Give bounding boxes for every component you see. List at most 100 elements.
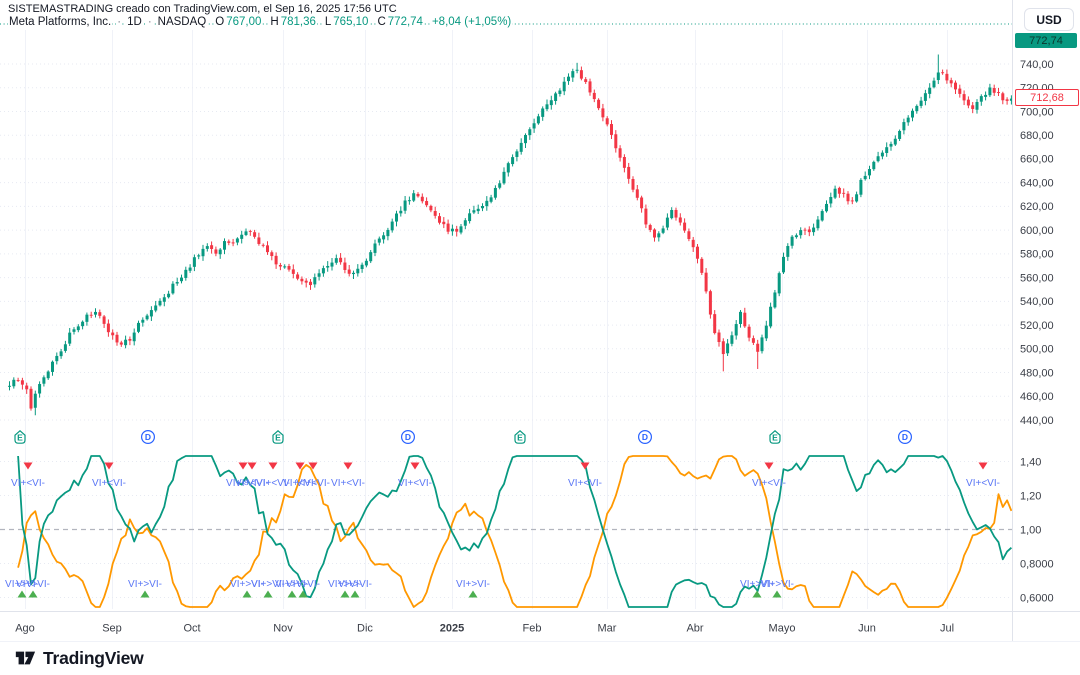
signal-down-triangle-icon [343, 462, 353, 470]
indicator-tick-label: 1,40 [1020, 456, 1041, 468]
signal-up-label: VI+>VI- [760, 579, 794, 590]
signal-up-label: VI+>VI- [5, 579, 39, 590]
high-label: H [269, 16, 280, 28]
price-tick-label: 680,00 [1020, 130, 1054, 142]
signal-down-label: VI+<VI- [398, 478, 432, 489]
legend-separator: · [146, 16, 153, 28]
signal-up-triangle-icon [340, 590, 350, 598]
time-tick-label: Feb [523, 623, 542, 635]
signal-down-label: VI+<VI- [752, 478, 786, 489]
signal-up-label: VI+>VI- [251, 579, 285, 590]
signal-up-triangle-icon [752, 590, 762, 598]
close-label: C [376, 16, 387, 28]
dividend-badge[interactable]: D [637, 429, 653, 445]
time-tick-label: Oct [183, 623, 200, 635]
svg-text:E: E [772, 433, 778, 443]
currency-button[interactable]: USD [1024, 8, 1074, 31]
price-tick-label: 700,00 [1020, 106, 1054, 118]
signal-up-label: VI+>VI- [328, 579, 362, 590]
svg-text:E: E [17, 433, 23, 443]
low-value: 765,10 [332, 16, 370, 28]
signal-up-label: VI+>VI- [128, 579, 162, 590]
signal-down-label: VI+<VI- [226, 478, 260, 489]
time-tick-label: 2025 [440, 623, 464, 635]
time-tick-label: Mayo [769, 623, 796, 635]
signal-up-triangle-icon [468, 590, 478, 598]
indicator-tick-label: 0,6000 [1020, 592, 1054, 604]
price-tick-label: 500,00 [1020, 344, 1054, 356]
symbol-legend[interactable]: Meta Platforms, Inc. · 1D · NASDAQ O 767,… [8, 16, 513, 28]
signal-up-triangle-icon [140, 590, 150, 598]
price-tick-label: 660,00 [1020, 154, 1054, 166]
vi-plus-line [17, 455, 1013, 608]
time-tick-label: Sep [102, 623, 122, 635]
earnings-badge[interactable]: E [272, 430, 284, 444]
signal-down-triangle-icon [308, 462, 318, 470]
high-value: 781,36 [279, 16, 317, 28]
price-tick-label: 560,00 [1020, 272, 1054, 284]
price-tick-label: 520,00 [1020, 320, 1054, 332]
time-tick-label: Mar [598, 623, 617, 635]
price-tick-label: 620,00 [1020, 201, 1054, 213]
signal-up-triangle-icon [350, 590, 360, 598]
signal-down-label: VI+<VI- [296, 478, 330, 489]
signal-up-triangle-icon [242, 590, 252, 598]
signal-down-triangle-icon [104, 462, 114, 470]
low-label: L [323, 16, 333, 28]
signal-markers-layer: VI+<VI- VI+<VI- VI+<VI-VI+<VI-VI+<VI-VI+<V… [5, 462, 1000, 598]
signal-up-label: VI+>VI- [275, 579, 309, 590]
indicator-tick-label: 1,00 [1020, 524, 1041, 536]
symbol-name[interactable]: Meta Platforms, Inc. [8, 16, 113, 28]
signal-up-triangle-icon [287, 590, 297, 598]
candles-layer[interactable] [8, 54, 1013, 416]
signal-down-triangle-icon [410, 462, 420, 470]
last-price-label[interactable]: 712,68 [1015, 89, 1079, 106]
svg-text:E: E [275, 433, 281, 443]
price-tick-label: 540,00 [1020, 296, 1054, 308]
footer-logo[interactable]: TradingView [14, 647, 144, 669]
price-tick-label: 580,00 [1020, 249, 1054, 261]
earnings-badge[interactable]: E [14, 430, 26, 444]
dividend-badge[interactable]: D [140, 429, 156, 445]
signal-down-label: VI+<VI- [283, 478, 317, 489]
earnings-badge[interactable]: E [514, 430, 526, 444]
svg-text:D: D [145, 432, 151, 442]
dividend-badge[interactable]: D [897, 429, 913, 445]
price-tick-label: 600,00 [1020, 225, 1054, 237]
price-tick-label: 640,00 [1020, 177, 1054, 189]
svg-text:D: D [642, 432, 648, 442]
interval-label[interactable]: 1D [126, 16, 143, 28]
signal-down-triangle-icon [764, 462, 774, 470]
svg-text:E: E [517, 433, 523, 443]
signal-down-label: VI+<VI- [331, 478, 365, 489]
price-scale[interactable]: 740,00720,00700,00680,00660,00640,00620,… [1020, 59, 1054, 605]
pinned-price-label[interactable]: 772,74 [1015, 33, 1077, 48]
signal-up-triangle-icon [772, 590, 782, 598]
signal-up-label: VI+>VI- [286, 579, 320, 590]
signal-up-label: VI+>VI- [338, 579, 372, 590]
indicator-tick-label: 0,8000 [1020, 558, 1054, 570]
indicator-tick-label: 1,20 [1020, 490, 1041, 502]
signal-down-label: VI+<VI- [235, 478, 269, 489]
tradingview-logo-icon [15, 651, 36, 665]
signal-up-triangle-icon [28, 590, 38, 598]
svg-text:D: D [902, 432, 908, 442]
time-tick-label: Jun [858, 623, 876, 635]
dividend-badge[interactable]: D [400, 429, 416, 445]
signal-down-label: VI+<VI- [256, 478, 290, 489]
signal-down-label: VI+<VI- [568, 478, 602, 489]
price-tick-label: 740,00 [1020, 59, 1054, 71]
earnings-badge[interactable]: E [769, 430, 781, 444]
close-value: 772,74 [386, 16, 424, 28]
signal-up-triangle-icon [17, 590, 27, 598]
svg-text:D: D [405, 432, 411, 442]
signal-up-label: VI+>VI- [740, 579, 774, 590]
open-value: 767,00 [225, 16, 263, 28]
signal-down-label: VI+<VI- [966, 478, 1000, 489]
vi-minus-line [17, 455, 1013, 608]
open-label: O [214, 16, 226, 28]
time-scale[interactable]: Ago Sep Oct Nov Dic 2025 Feb Mar Abr Mayo Jun Jul [15, 623, 954, 635]
time-tick-label: Dic [357, 623, 373, 635]
time-tick-label: Abr [686, 623, 703, 635]
